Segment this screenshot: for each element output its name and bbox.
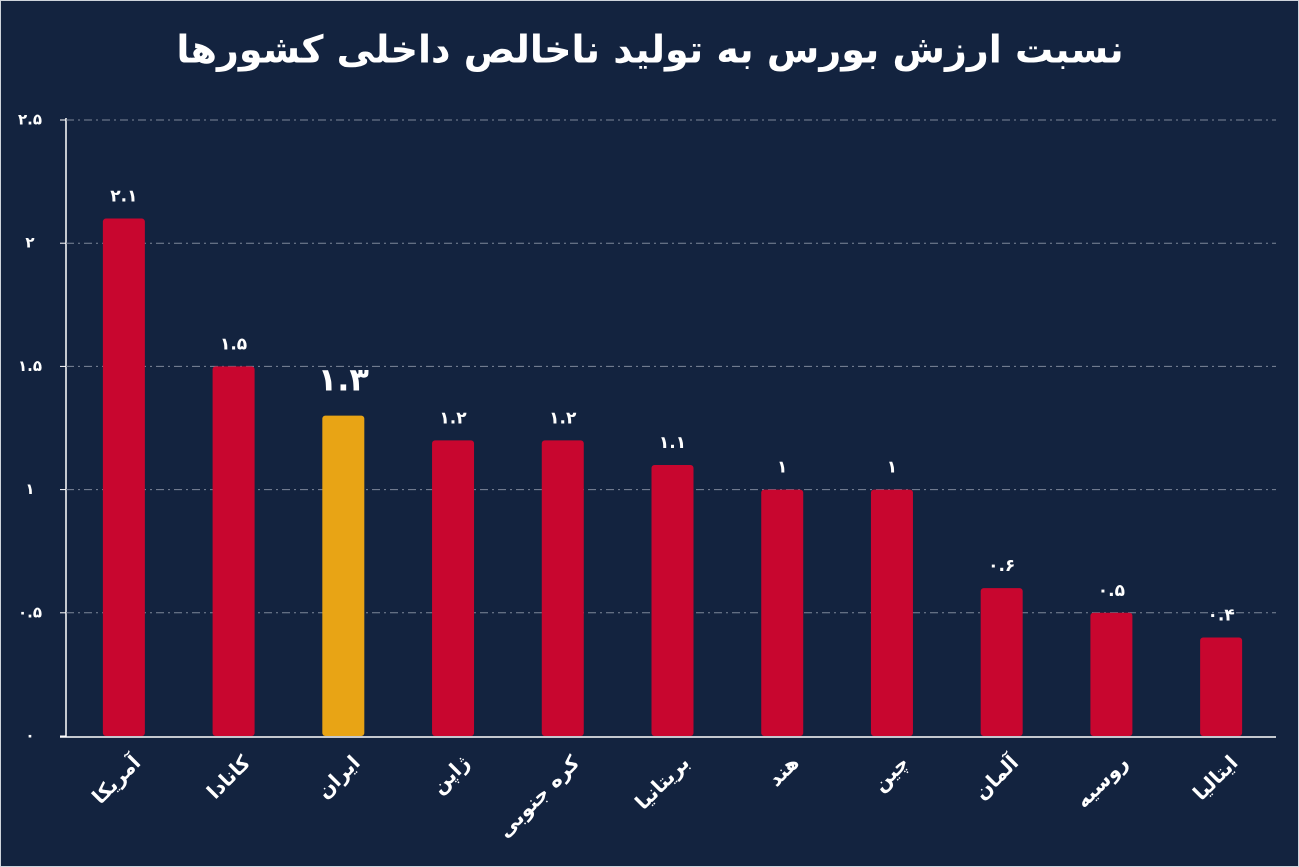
bar <box>322 415 365 736</box>
value-label: ۱ <box>777 458 787 478</box>
bar <box>212 366 255 736</box>
value-label: ۰.۴ <box>1208 605 1235 625</box>
bar <box>651 464 694 736</box>
chart-title: نسبت ارزش بورس به تولید ناخالص داخلی کشو… <box>176 28 1123 72</box>
y-tick-label: ۰.۵ <box>18 603 42 621</box>
y-tick-label: ۱ <box>25 480 34 498</box>
value-label: ۱.۱ <box>659 433 686 453</box>
bar <box>870 489 913 736</box>
y-tick-label: ۱.۵ <box>18 357 42 375</box>
value-label: ۱.۵ <box>220 334 247 354</box>
y-tick-label: ۰ <box>25 727 34 745</box>
value-label: ۰.۶ <box>988 556 1015 576</box>
value-label: ۱.۲ <box>439 408 467 428</box>
bar <box>1200 637 1243 736</box>
bar <box>541 440 584 736</box>
value-label: ۱.۲ <box>549 408 577 428</box>
bar <box>980 588 1023 736</box>
y-tick-label: ۲ <box>25 234 34 252</box>
value-label: ۰.۵ <box>1098 581 1125 601</box>
value-label: ۱.۳ <box>318 361 370 399</box>
bar <box>102 218 145 736</box>
y-tick-label: ۲.۵ <box>18 111 42 129</box>
bar <box>432 440 475 736</box>
bar <box>1090 612 1133 736</box>
value-label: ۱ <box>887 458 897 478</box>
bar <box>761 489 804 736</box>
value-label: ۲.۱ <box>110 187 137 207</box>
